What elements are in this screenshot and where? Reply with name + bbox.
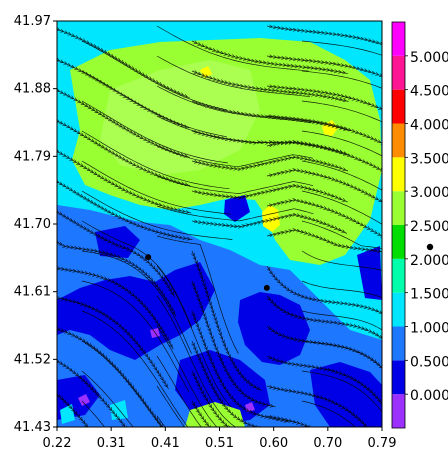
colorbar-segment xyxy=(392,22,405,56)
colorbar-label: 1.500 xyxy=(410,287,448,303)
legend-marker xyxy=(426,243,434,251)
x-axis: 0.22 0.31 0.41 0.51 0.60 0.70 0.79 xyxy=(43,427,397,451)
streamline xyxy=(266,26,382,45)
y-tick-label: 41.61 xyxy=(14,285,51,300)
colorbar-label: 0.500 xyxy=(410,354,448,370)
colorbar-label: 0.000 xyxy=(410,388,448,404)
colorbar-segment xyxy=(392,123,405,158)
plot-area xyxy=(57,21,382,427)
streamline xyxy=(191,215,348,234)
colorbar-segment xyxy=(392,394,405,428)
colorbar-segment xyxy=(392,55,405,90)
streamline xyxy=(301,400,356,427)
streamline xyxy=(266,230,382,252)
streamline xyxy=(192,400,213,427)
streamlines xyxy=(57,26,382,427)
colorbar-label: 3.000 xyxy=(410,185,448,201)
colorbar-segment xyxy=(392,258,405,293)
x-tick-label: 0.41 xyxy=(151,436,180,451)
legend-marker-dot xyxy=(426,243,434,251)
colorbar-segment xyxy=(392,326,405,361)
y-tick-label: 41.79 xyxy=(14,149,51,164)
colorbar-label: 4.000 xyxy=(410,118,448,134)
colorbar-label: 5.000 xyxy=(410,50,448,66)
y-tick-label: 41.52 xyxy=(14,352,51,367)
streamline xyxy=(266,356,382,410)
streamline xyxy=(301,70,382,89)
streamline xyxy=(301,370,382,413)
streamline xyxy=(301,40,382,56)
streamline xyxy=(266,200,382,239)
colorbar: 0.000 0.500 1.000 1.500 2.000 2.500 3.000 3.500… xyxy=(391,21,448,429)
streamline xyxy=(191,157,349,172)
y-axis: 41.97 41.88 41.79 41.70 41.61 41.52 41.43 xyxy=(14,14,57,435)
colorbar-label: 2.500 xyxy=(410,219,448,235)
colorbar-segment xyxy=(392,89,405,124)
station-markers xyxy=(145,254,270,291)
colorbar-label: 3.500 xyxy=(410,151,448,167)
colorbar-label: 4.500 xyxy=(410,84,448,100)
x-tick-label: 0.70 xyxy=(313,436,342,451)
colorbar-label: 2.000 xyxy=(410,253,448,269)
x-tick-label: 0.22 xyxy=(43,436,72,451)
streamline xyxy=(81,340,163,427)
x-tick-label: 0.79 xyxy=(368,436,397,451)
colorbar-label: 1.000 xyxy=(410,321,448,337)
streamline xyxy=(266,386,371,427)
streamline xyxy=(301,310,382,331)
station-marker xyxy=(145,254,152,261)
colorbar-segment xyxy=(392,292,405,327)
colorbar-segment xyxy=(392,191,405,225)
streamline xyxy=(301,280,382,299)
x-tick-label: 0.31 xyxy=(97,436,126,451)
streamline xyxy=(57,386,92,427)
station-marker xyxy=(263,284,270,291)
streamline xyxy=(266,170,382,203)
colorbar-segment xyxy=(392,360,405,395)
x-tick-label: 0.60 xyxy=(259,436,288,451)
streamline xyxy=(266,116,382,145)
streamline xyxy=(57,356,129,427)
x-tick-label: 0.51 xyxy=(205,436,234,451)
colorbar-segment xyxy=(392,225,405,259)
y-tick-label: 41.97 xyxy=(14,14,51,29)
y-tick-label: 41.88 xyxy=(14,82,51,97)
streamline xyxy=(156,385,185,427)
y-tick-label: 41.70 xyxy=(14,217,51,232)
colorbar-segment xyxy=(392,157,405,192)
y-tick-label: 41.43 xyxy=(14,420,51,435)
streamline xyxy=(266,142,382,172)
streamline xyxy=(266,86,382,110)
streamline xyxy=(81,370,134,427)
streamline xyxy=(191,186,348,203)
streamline xyxy=(81,400,106,427)
streamline xyxy=(266,56,382,77)
